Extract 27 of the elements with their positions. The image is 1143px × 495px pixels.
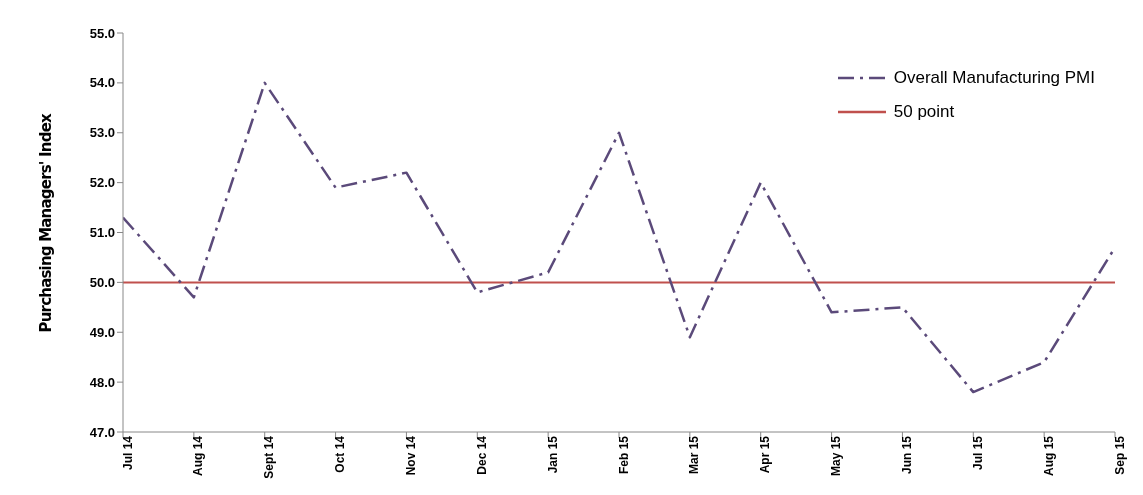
x-tick-label: Dec 14 xyxy=(474,435,489,475)
y-tick-label: 47.0 xyxy=(89,424,115,440)
y-tick-label: 53.0 xyxy=(89,125,115,141)
x-tick-label: Jul 15 xyxy=(970,435,985,471)
y-axis-title: Purchasing Managers' Index xyxy=(37,112,56,333)
x-tick-label: Aug 14 xyxy=(191,435,206,477)
y-tick-label: 49.0 xyxy=(89,324,115,340)
x-tick-label: Nov 14 xyxy=(403,435,418,476)
x-tick-label: Mar 15 xyxy=(687,435,702,475)
x-tick-label: Apr 15 xyxy=(758,435,773,474)
y-tick-label: 51.0 xyxy=(89,225,115,241)
legend-label: Overall Manufacturing PMI xyxy=(893,68,1095,88)
x-tick-label: Jul 14 xyxy=(120,435,135,471)
x-tick-label: Sep 15 xyxy=(1112,435,1127,475)
x-tick-label: May 15 xyxy=(829,435,844,477)
x-tick-label: Jun 15 xyxy=(899,435,914,475)
x-tick-label: Sept 14 xyxy=(262,435,277,479)
y-tick-label: 50.0 xyxy=(89,274,115,290)
y-tick-label: 52.0 xyxy=(89,175,115,191)
y-tick-label: 55.0 xyxy=(89,25,115,41)
legend-label: 50 point xyxy=(893,102,955,122)
x-tick-label: Jan 15 xyxy=(545,435,560,474)
x-tick-label: Aug 15 xyxy=(1041,435,1056,477)
x-tick-label: Feb 15 xyxy=(616,435,631,475)
y-tick-label: 54.0 xyxy=(89,75,115,91)
y-tick-label: 48.0 xyxy=(89,374,115,390)
x-tick-label: Oct 14 xyxy=(333,435,348,473)
